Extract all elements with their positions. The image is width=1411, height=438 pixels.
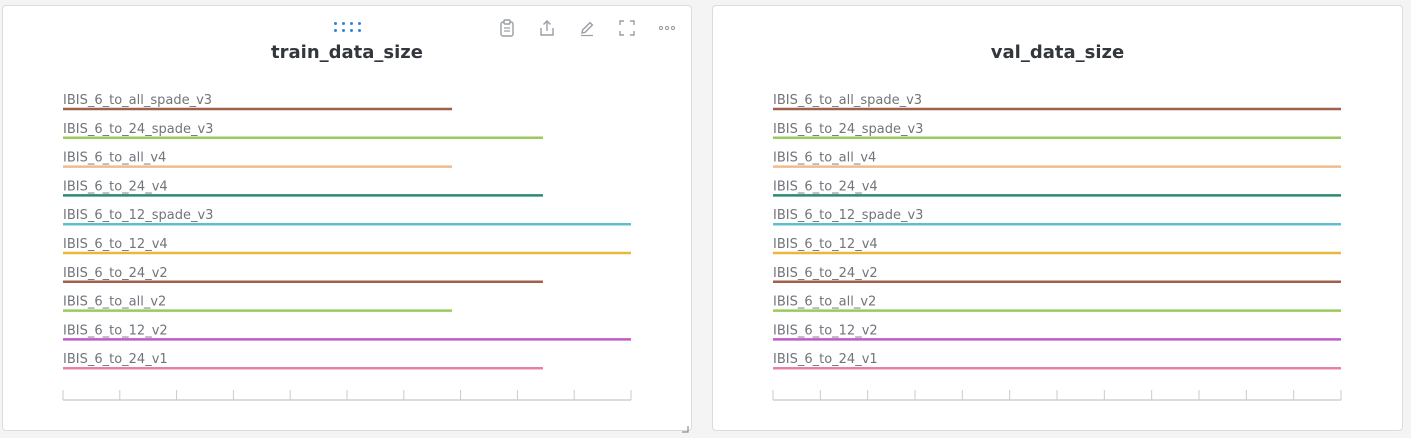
edit-icon[interactable] (575, 16, 599, 40)
chart-title: train_data_size (271, 42, 423, 63)
chart-title: val_data_size (990, 42, 1125, 63)
panel-toolbar (495, 16, 679, 40)
bar-label: IBIS_6_to_24_spade_v3 (63, 122, 213, 137)
resize-handle-icon[interactable] (681, 420, 689, 433)
bar-label: IBIS_6_to_all_v2 (773, 295, 876, 310)
chart-panel-train: train_data_size IBIS_6_to_all_spade_v3 IB… (2, 5, 692, 433)
bar-label: IBIS_6_to_24_v4 (63, 179, 168, 194)
bar-label: IBIS_6_to_all_v2 (63, 295, 166, 310)
bar-label: IBIS_6_to_all_v4 (63, 151, 166, 166)
bar-label: IBIS_6_to_all_v4 (773, 151, 876, 166)
bar-label: IBIS_6_to_12_v4 (63, 237, 168, 252)
bar-label: IBIS_6_to_12_spade_v3 (63, 208, 213, 223)
bar-label: IBIS_6_to_12_v2 (63, 323, 168, 338)
bar-label: IBIS_6_to_12_spade_v3 (773, 208, 923, 223)
bar-chart-train: IBIS_6_to_all_spade_v3 IBIS_6_to_24_spade… (62, 93, 632, 401)
bar-label: IBIS_6_to_24_v1 (63, 352, 168, 367)
bar-label: IBIS_6_to_24_v1 (773, 352, 878, 367)
chart-panel-val: val_data_size IBIS_6_to_all_spade_v3 IBIS… (712, 5, 1403, 431)
bar-label: IBIS_6_to_24_v2 (773, 266, 878, 281)
fullscreen-icon[interactable] (615, 16, 639, 40)
bar-chart-val: IBIS_6_to_all_spade_v3 IBIS_6_to_24_spade… (772, 93, 1342, 401)
clipboard-icon[interactable] (495, 16, 519, 40)
bar-label: IBIS_6_to_24_v4 (773, 179, 878, 194)
bar-label: IBIS_6_to_24_v2 (63, 266, 168, 281)
bar-label: IBIS_6_to_24_spade_v3 (773, 122, 923, 137)
more-icon[interactable] (655, 16, 679, 40)
share-icon[interactable] (535, 16, 559, 40)
bar-label: IBIS_6_to_all_spade_v3 (63, 93, 212, 108)
bar-label: IBIS_6_to_12_v2 (773, 323, 878, 338)
bar-label: IBIS_6_to_12_v4 (773, 237, 878, 252)
bar-label: IBIS_6_to_all_spade_v3 (773, 93, 922, 108)
drag-handle-icon[interactable] (334, 21, 364, 33)
